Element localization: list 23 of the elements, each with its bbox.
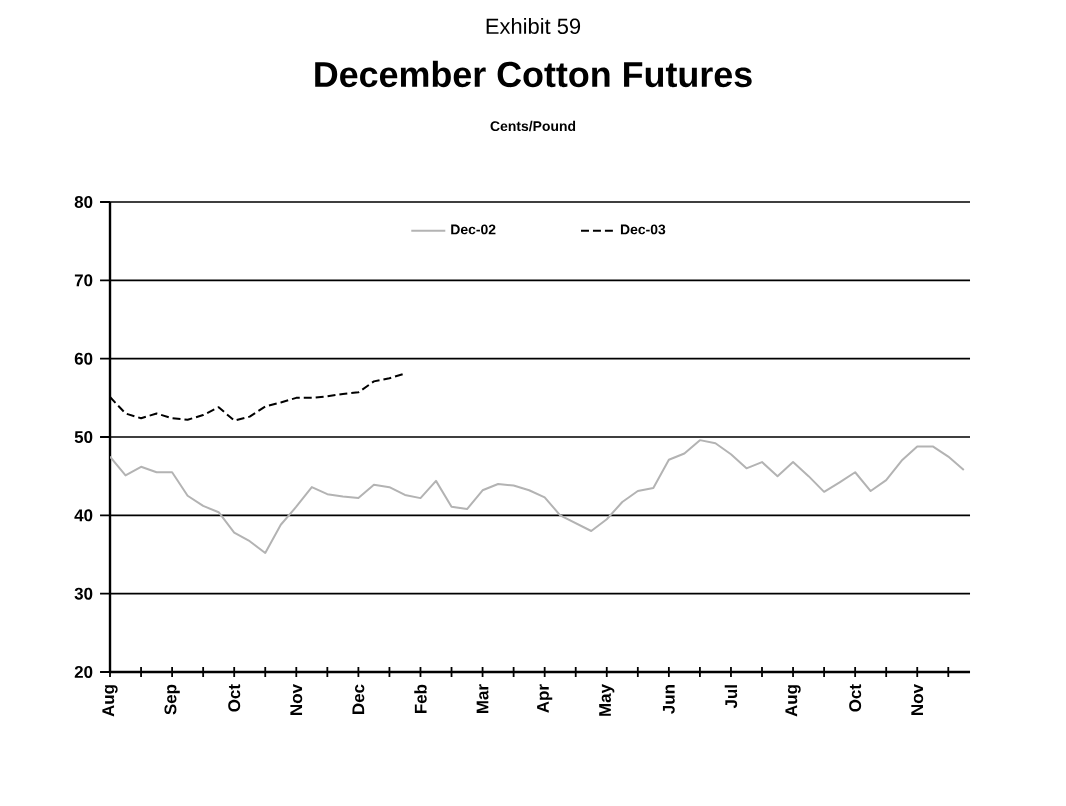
y-tick-label: 50 (74, 431, 93, 443)
x-tick-label: Apr (537, 684, 553, 713)
y-tick-label: 70 (74, 274, 93, 287)
x-tick-label: May (599, 684, 615, 716)
x-tick-label: Aug (102, 685, 118, 717)
x-tick-label: Oct (228, 684, 241, 712)
x-tick-label: Aug (785, 685, 801, 717)
y-tick-label: 40 (74, 509, 93, 522)
x-tick-label: Nov (911, 684, 924, 715)
y-tick-label: 30 (74, 587, 93, 600)
y-tick-label: 60 (74, 352, 93, 365)
x-tick-label: Sep (164, 684, 180, 715)
x-tick-label: Nov (290, 684, 303, 715)
text: Exhibit 59 (486, 17, 581, 35)
x-tick-label: Jun (662, 685, 675, 714)
x-tick-label: Oct (849, 684, 862, 712)
x-tick-label: Jul (724, 685, 738, 709)
x-tick-label: Mar (476, 684, 489, 714)
y-tick-label: 20 (74, 666, 93, 678)
chart-title: December Cotton Futures (315, 60, 752, 88)
x-tick-label: Dec (352, 684, 365, 714)
y-tick-label: 80 (74, 196, 93, 208)
x-tick-label: Feb (414, 684, 427, 714)
